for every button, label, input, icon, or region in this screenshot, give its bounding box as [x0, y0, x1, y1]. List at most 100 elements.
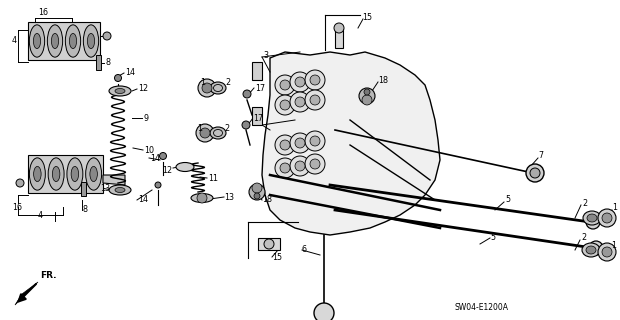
Ellipse shape: [109, 185, 131, 195]
Circle shape: [305, 70, 325, 90]
Text: 2: 2: [582, 198, 587, 207]
Text: 1: 1: [197, 124, 202, 132]
Circle shape: [254, 193, 260, 199]
Ellipse shape: [86, 158, 102, 190]
Circle shape: [530, 168, 540, 178]
Circle shape: [310, 75, 320, 85]
Circle shape: [526, 164, 544, 182]
Text: 17: 17: [255, 84, 265, 92]
Text: 5: 5: [505, 196, 510, 204]
Ellipse shape: [69, 33, 77, 49]
Circle shape: [362, 95, 372, 105]
Circle shape: [242, 121, 250, 129]
Ellipse shape: [586, 246, 596, 254]
Ellipse shape: [176, 163, 194, 172]
Text: 18: 18: [378, 76, 388, 84]
Ellipse shape: [587, 214, 597, 222]
Ellipse shape: [29, 158, 45, 190]
Text: 14: 14: [125, 68, 135, 76]
Polygon shape: [15, 282, 38, 305]
Ellipse shape: [90, 166, 97, 182]
Text: 8: 8: [82, 205, 87, 214]
Circle shape: [198, 79, 216, 97]
Circle shape: [196, 124, 214, 142]
Circle shape: [155, 182, 161, 188]
Circle shape: [280, 163, 290, 173]
Ellipse shape: [109, 86, 131, 96]
Circle shape: [103, 32, 111, 40]
Text: 17: 17: [253, 114, 263, 123]
Circle shape: [334, 23, 344, 33]
Bar: [28, 22, 100, 60]
Text: 15: 15: [362, 12, 372, 21]
Circle shape: [197, 193, 207, 203]
Circle shape: [602, 213, 612, 223]
Text: FR.: FR.: [40, 271, 56, 280]
Circle shape: [16, 179, 24, 187]
Circle shape: [280, 80, 290, 90]
Text: 14: 14: [138, 196, 148, 204]
Ellipse shape: [29, 25, 45, 57]
Ellipse shape: [48, 158, 64, 190]
Text: 3: 3: [263, 51, 268, 60]
Circle shape: [586, 215, 600, 229]
Text: 1: 1: [612, 204, 617, 212]
Circle shape: [598, 243, 616, 261]
Circle shape: [310, 159, 320, 169]
Text: 7: 7: [538, 150, 543, 159]
Circle shape: [115, 75, 122, 82]
Text: 1: 1: [200, 77, 205, 86]
Text: 6: 6: [302, 245, 307, 254]
Circle shape: [364, 89, 370, 95]
Ellipse shape: [67, 158, 83, 190]
Ellipse shape: [115, 89, 125, 93]
Ellipse shape: [71, 166, 79, 182]
Circle shape: [290, 92, 310, 112]
Text: 2: 2: [225, 77, 230, 86]
Circle shape: [202, 83, 212, 93]
Circle shape: [359, 88, 375, 104]
Circle shape: [275, 158, 295, 178]
Ellipse shape: [210, 127, 226, 139]
Text: SW04-E1200A: SW04-E1200A: [455, 303, 509, 313]
Circle shape: [290, 72, 310, 92]
Circle shape: [305, 154, 325, 174]
Circle shape: [290, 133, 310, 153]
Ellipse shape: [51, 33, 59, 49]
Circle shape: [275, 135, 295, 155]
Circle shape: [280, 100, 290, 110]
Bar: [335, 28, 343, 48]
Ellipse shape: [87, 33, 95, 49]
Ellipse shape: [33, 166, 41, 182]
Circle shape: [243, 90, 251, 98]
Text: 11: 11: [208, 173, 218, 182]
Circle shape: [275, 95, 295, 115]
Circle shape: [264, 239, 274, 249]
Text: 14: 14: [150, 154, 160, 163]
Ellipse shape: [33, 33, 40, 49]
Circle shape: [249, 184, 265, 200]
Text: 5: 5: [490, 234, 495, 243]
Circle shape: [589, 241, 603, 255]
Text: 9: 9: [143, 114, 148, 123]
Bar: [252, 62, 262, 80]
Text: 8: 8: [105, 58, 110, 67]
Ellipse shape: [583, 211, 601, 225]
Bar: [258, 238, 280, 250]
Circle shape: [305, 90, 325, 110]
Ellipse shape: [47, 25, 63, 57]
Circle shape: [310, 136, 320, 146]
Bar: [81, 182, 86, 196]
Text: 15: 15: [272, 252, 282, 261]
Ellipse shape: [65, 25, 81, 57]
Text: 18: 18: [262, 196, 272, 204]
Circle shape: [295, 77, 305, 87]
Circle shape: [200, 128, 210, 138]
Text: 2: 2: [224, 124, 229, 132]
Text: 12: 12: [138, 84, 148, 92]
Text: 12: 12: [162, 165, 172, 174]
Bar: [28, 155, 103, 193]
Text: 16: 16: [12, 204, 22, 212]
Text: 13: 13: [100, 183, 110, 193]
Circle shape: [305, 131, 325, 151]
